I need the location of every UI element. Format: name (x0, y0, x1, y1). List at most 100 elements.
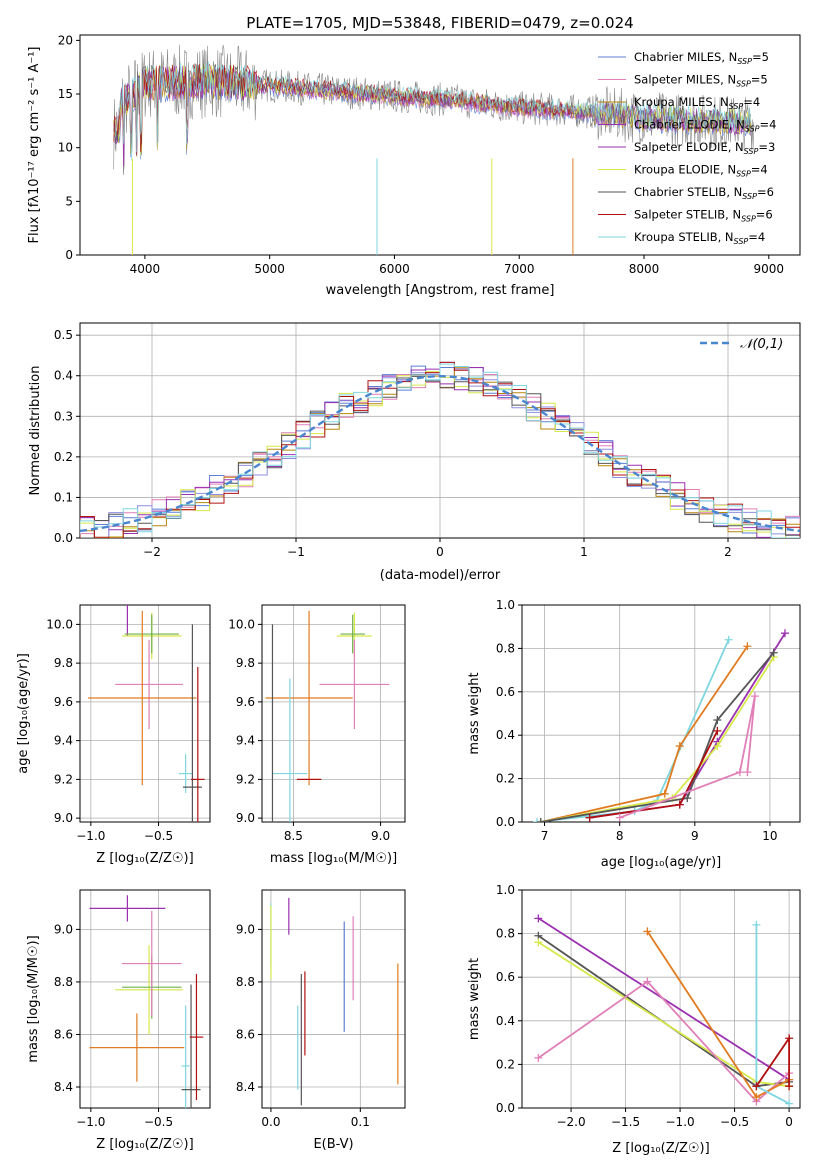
weight-point (752, 920, 761, 929)
weight-point (713, 742, 722, 751)
x-tick-label: 7000 (504, 262, 535, 276)
weight-series-line (540, 656, 775, 822)
weight-point (643, 927, 652, 936)
y-tick-label: 0.4 (54, 369, 73, 383)
chart-1: −2 −1 0 1 2 0.0 0.1 0.2 0.3 0.4 0.5 𝒩(0,1) (data-mod… (28, 322, 801, 583)
data-point (191, 667, 205, 822)
observed-spectrum-line (113, 44, 755, 175)
y-tick-label: 20 (58, 33, 73, 47)
x-tick-label: −0.5 (720, 1115, 749, 1129)
weight-point (643, 977, 652, 986)
x-axis-label: Z [log₁₀(Z/Z☉)] (96, 851, 193, 866)
y-tick-label: 9.8 (54, 656, 73, 670)
data-point (340, 614, 365, 654)
weight-point (769, 648, 778, 657)
y-tick-label: 8.6 (54, 1027, 73, 1041)
legend-label: Kroupa STELIB, NSSP=4 (634, 230, 765, 246)
y-axis-label: age [log₁₀(age/yr)] (16, 653, 31, 774)
x-tick-label: 0 (436, 545, 444, 559)
weight-point (534, 914, 543, 923)
data-point (126, 605, 128, 636)
weight-point (660, 789, 669, 798)
y-tick-label: 9.6 (54, 695, 73, 709)
y-tick-label: 0.1 (54, 490, 73, 504)
data-point (115, 945, 183, 1035)
x-tick-label: 1 (580, 545, 588, 559)
weight-plot (534, 914, 794, 1108)
y-tick-label: 8.6 (236, 1027, 255, 1041)
legend-label: 𝒩(0,1) (740, 337, 783, 352)
legend-label: Kroupa ELODIE, NSSP=4 (634, 163, 768, 179)
weight-point (675, 800, 684, 809)
legend-label: Salpeter ELODIE, NSSP=3 (634, 140, 775, 156)
y-tick-label: 0.2 (496, 1057, 515, 1071)
chart-7: −2.0 −1.5 −1.0 −0.5 0 0.0 0.2 0.4 0.6 0.8 1.0 Z [lo… (467, 883, 801, 1156)
x-axis-label: wavelength [Angstrom, rest frame] (326, 283, 555, 298)
legend-label: Chabrier ELODIE, NSSP=4 (634, 118, 776, 134)
x-axis-label: (data-model)/error (380, 568, 501, 583)
spectrum-plot (113, 44, 755, 255)
errorbar-plot (89, 895, 204, 1108)
y-tick-label: 0.2 (54, 450, 73, 464)
y-tick-label: 0.5 (54, 328, 73, 342)
y-tick-label: 9.6 (236, 695, 255, 709)
weight-series-line (540, 645, 749, 822)
data-point (319, 639, 390, 729)
x-tick-label: −1.5 (611, 1115, 640, 1129)
x-tick-label: −1.0 (76, 829, 105, 843)
y-tick-label: 10 (58, 141, 73, 155)
chart-2: −1.0 −0.5 9.0 9.2 9.4 9.6 9.8 10.0 Z [log₁₀(Z/Z☉… (16, 604, 211, 866)
x-tick-label: 7 (541, 829, 549, 843)
y-tick-label: 5 (65, 194, 73, 208)
y-tick-label: 0.8 (496, 927, 515, 941)
x-tick-label: −0.5 (144, 1115, 173, 1129)
chart-5: −1.0 −0.5 8.4 8.6 8.8 9.0 Z [log₁₀(Z/Z☉)] mass … (26, 889, 211, 1152)
y-tick-label: 0.6 (496, 970, 515, 984)
axes-frame (261, 604, 406, 823)
weight-series-line (619, 695, 756, 819)
y-tick-label: 9.2 (54, 772, 73, 786)
y-tick-label: 8.4 (54, 1080, 73, 1094)
weight-point (785, 1034, 794, 1043)
data-point (124, 614, 179, 654)
x-tick-label: 9000 (754, 262, 785, 276)
x-tick-label: 0 (785, 1115, 793, 1129)
x-axis-label: Z [log₁₀(Z/Z☉)] (612, 1141, 709, 1156)
y-tick-label: 9.4 (54, 734, 73, 748)
x-tick-label: 4000 (130, 262, 161, 276)
axes-frame (521, 604, 801, 823)
errorbar-plot (270, 897, 399, 1106)
weight-point (713, 726, 722, 735)
errorbar-plot (88, 605, 205, 822)
y-tick-label: 0.4 (496, 728, 515, 742)
weight-point (713, 716, 722, 725)
y-tick-label: 0.0 (54, 531, 73, 545)
x-tick-label: 9.0 (371, 829, 390, 843)
x-tick-label: 2 (724, 545, 732, 559)
y-tick-label: 9.4 (236, 734, 255, 748)
data-point (89, 1013, 185, 1082)
histogram-plot (80, 361, 800, 538)
y-tick-label: 9.0 (54, 811, 73, 825)
x-tick-label: −2 (143, 545, 161, 559)
data-point (189, 974, 204, 1101)
x-tick-label: 10 (762, 829, 777, 843)
y-tick-label: 0.0 (496, 815, 515, 829)
weight-point (534, 1053, 543, 1062)
legend-label: Salpeter MILES, NSSP=5 (634, 73, 768, 89)
data-point (121, 911, 182, 1017)
axes-frame (79, 34, 801, 256)
normal-curve (80, 374, 800, 533)
chart-3: 8.5 9.0 9.0 9.2 9.4 9.6 9.8 10.0 mass [log₁₀(M/M… (228, 604, 406, 866)
x-tick-label: −0.5 (144, 829, 173, 843)
y-tick-label: 1.0 (496, 883, 515, 897)
weight-point (750, 692, 759, 701)
y-tick-label: 8.8 (54, 975, 73, 989)
y-tick-label: 9.2 (236, 772, 255, 786)
y-tick-label: 10.0 (228, 617, 255, 631)
weight-point (536, 818, 545, 822)
x-axis-label: mass [log₁₀(M/M☉)] (270, 851, 397, 866)
y-axis-label: Normed distribution (28, 366, 43, 496)
y-tick-label: 8.4 (236, 1080, 255, 1094)
